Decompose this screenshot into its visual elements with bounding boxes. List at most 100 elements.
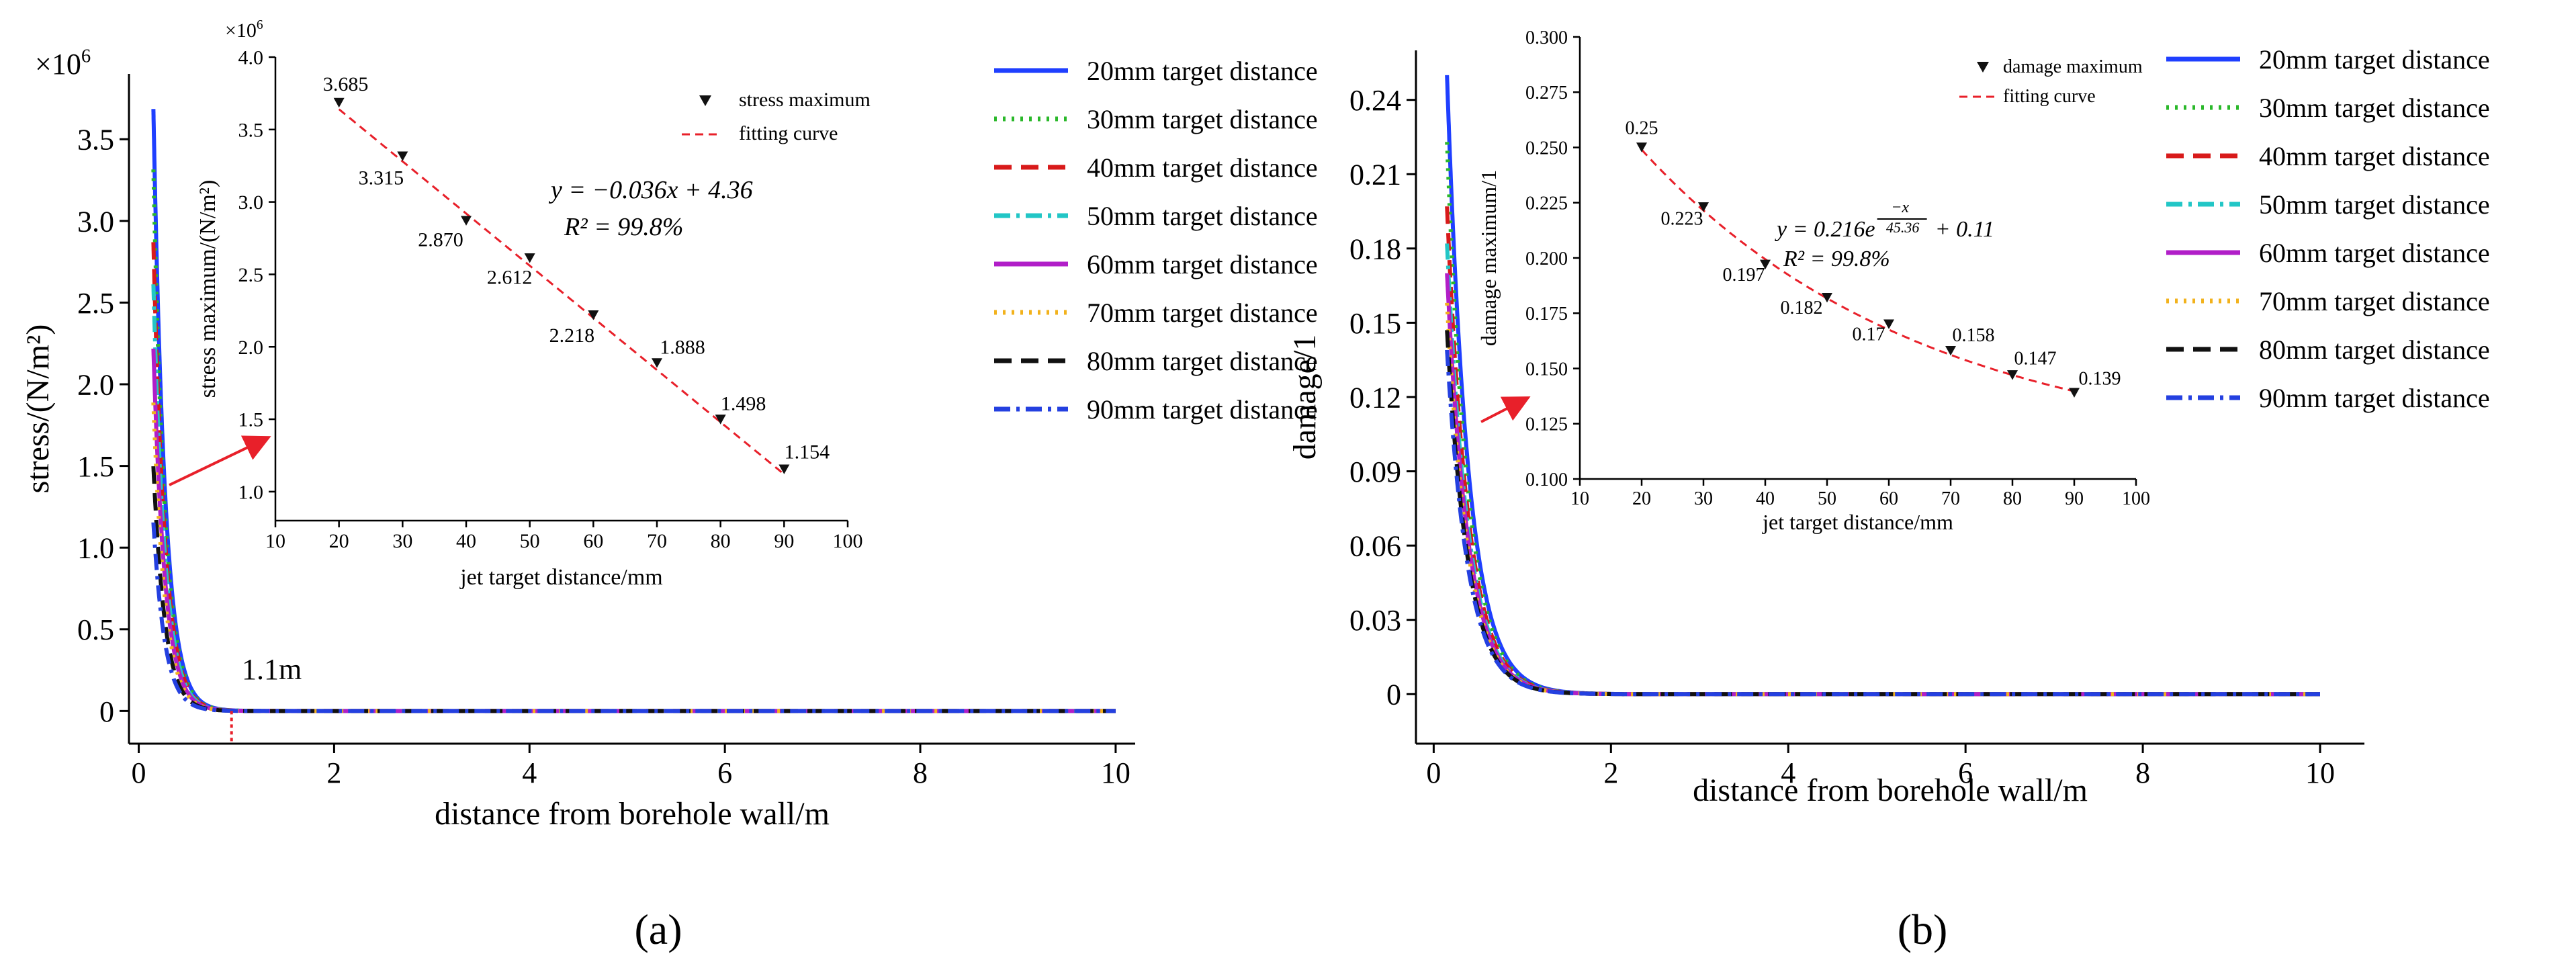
- inset-legend-fit: fitting curve: [2003, 86, 2096, 107]
- x-axis-label: distance from borehole wall/m: [435, 796, 830, 832]
- y-tick-label: 3.5: [77, 124, 114, 157]
- x-tick-label: 8: [913, 756, 928, 789]
- legend-label: 50mm target distance: [2259, 189, 2490, 220]
- x-tick-label: 90: [2065, 488, 2084, 509]
- x-tick-label: 80: [711, 530, 731, 552]
- point-label: 1.498: [721, 392, 766, 414]
- series-line-30mm: [151, 169, 1116, 713]
- x-tick-label: 60: [1879, 488, 1898, 509]
- series-line-20mm: [1445, 75, 2320, 697]
- series-line-80mm: [1445, 330, 2320, 697]
- point-label: 0.147: [2014, 348, 2057, 369]
- y-tick-label: 0: [1386, 678, 1401, 711]
- y-multiplier: ×106: [35, 46, 91, 81]
- data-point: [1822, 293, 1832, 303]
- data-point: [1760, 259, 1771, 270]
- fit-equation: y = 0.216e: [1775, 217, 1875, 242]
- y-tick-label: 2.0: [238, 337, 264, 359]
- y-tick-label: 3.0: [238, 191, 264, 214]
- panel-b-label: (b): [1898, 906, 1948, 953]
- x-tick-label: 40: [1756, 488, 1775, 509]
- series-line-40mm: [151, 242, 1116, 713]
- panel-b: 0 2 4 6 8 1000.030.060.090.120.150.180.210.24…: [1287, 28, 2490, 953]
- series-line-30mm: [1445, 142, 2320, 697]
- y-axis-label: stress/(N/m²): [20, 324, 56, 494]
- y-tick-label: 0.100: [1525, 470, 1568, 490]
- legend-label: 30mm target distance: [2259, 93, 2490, 123]
- x-tick-label: 10: [1101, 756, 1130, 789]
- panel-a-label: (a): [634, 906, 682, 953]
- y-tick-label: 0.18: [1349, 232, 1401, 265]
- y-tick-label: 0.03: [1349, 604, 1401, 637]
- point-label: 0.223: [1661, 208, 1703, 229]
- legend-label: 90mm target distance: [2259, 383, 2490, 413]
- y-tick-label: 1.0: [238, 481, 264, 503]
- data-point: [524, 253, 535, 263]
- series-line-50mm: [1445, 243, 2320, 697]
- x-tick-label: 6: [1958, 756, 1973, 789]
- y-tick-label: 0.21: [1349, 159, 1401, 191]
- legend-label: 70mm target distance: [2259, 286, 2490, 316]
- x-tick-label: 70: [1941, 488, 1960, 509]
- point-label: 0.25: [1626, 118, 1658, 139]
- x-tick-label: 80: [2003, 488, 2022, 509]
- point-label: 1.154: [785, 441, 830, 464]
- series-line-40mm: [1445, 206, 2320, 697]
- inset-legend-marker: [1977, 62, 1989, 73]
- series-line-90mm: [151, 522, 1116, 713]
- y-tick-label: 0.5: [77, 613, 114, 646]
- y-tick-label: 0.225: [1525, 193, 1568, 214]
- fit-r-squared: R² = 99.8%: [1783, 247, 1890, 271]
- y-tick-label: 3.0: [77, 205, 114, 238]
- a-legend: 20mm target distance 30mm target distance…: [994, 56, 1318, 425]
- y-tick-label: 0.12: [1349, 381, 1401, 414]
- x-axis-label: jet target distance/mm: [1762, 510, 1953, 534]
- fit-r-squared: R² = 99.8%: [564, 213, 683, 241]
- y-tick-label: 0.175: [1525, 304, 1568, 324]
- x-tick-label: 30: [392, 530, 412, 552]
- point-label: 0.197: [1723, 265, 1765, 286]
- data-point: [397, 151, 408, 161]
- y-tick-label: 1.0: [77, 532, 114, 565]
- legend-label: 40mm target distance: [2259, 141, 2490, 171]
- x-tick-label: 60: [583, 530, 603, 552]
- y-tick-label: 0: [99, 695, 114, 728]
- point-label: 0.182: [1781, 298, 1823, 318]
- point-label: 2.870: [418, 229, 463, 251]
- y-tick-label: 0.06: [1349, 530, 1401, 563]
- x-tick-label: 20: [1632, 488, 1651, 509]
- data-point: [461, 216, 472, 226]
- legend-label: 60mm target distance: [1087, 249, 1318, 279]
- data-point: [715, 414, 726, 425]
- a-inset-plot: 10 20 30 40 50 60 70 80 90 100 1.0 1.5 2.0 2.5 3.0 3.5 4…: [195, 18, 871, 590]
- inset-legend-fit: fitting curve: [739, 122, 838, 144]
- x-tick-label: 20: [329, 530, 349, 552]
- x-tick-label: 10: [2305, 756, 2335, 789]
- point-label: 0.158: [1953, 325, 1995, 346]
- fit-equation: y = −0.036x + 4.36: [548, 176, 753, 204]
- x-tick-label: 2: [326, 756, 341, 789]
- legend-label: 50mm target distance: [1087, 201, 1318, 231]
- a-annotation-text: 1.1m: [242, 653, 302, 686]
- y-tick-label: 0.15: [1349, 307, 1401, 340]
- fit-equation-suffix: + 0.11: [1935, 217, 1994, 242]
- data-point: [779, 464, 790, 474]
- legend-label: 70mm target distance: [1087, 298, 1318, 328]
- b-main-plot: 0 2 4 6 8 1000.030.060.090.120.150.180.210.24…: [1287, 50, 2364, 808]
- x-tick-label: 90: [774, 530, 794, 552]
- y-tick-label: 4.0: [238, 47, 264, 69]
- x-axis-label: jet target distance/mm: [459, 565, 663, 590]
- y-tick-label: 2.5: [77, 287, 114, 320]
- data-point: [588, 310, 599, 320]
- y-axis-label: damage maximum/1: [1476, 170, 1501, 346]
- y-tick-label: 1.5: [238, 409, 264, 431]
- fitting-curve: [1640, 148, 2075, 392]
- x-tick-label: 8: [2135, 756, 2150, 789]
- data-point: [1945, 345, 1956, 356]
- y-tick-label: 3.5: [238, 119, 264, 141]
- point-label: 0.139: [2079, 369, 2121, 390]
- inset-legend-marker: [699, 95, 711, 106]
- legend-label: 60mm target distance: [2259, 238, 2490, 268]
